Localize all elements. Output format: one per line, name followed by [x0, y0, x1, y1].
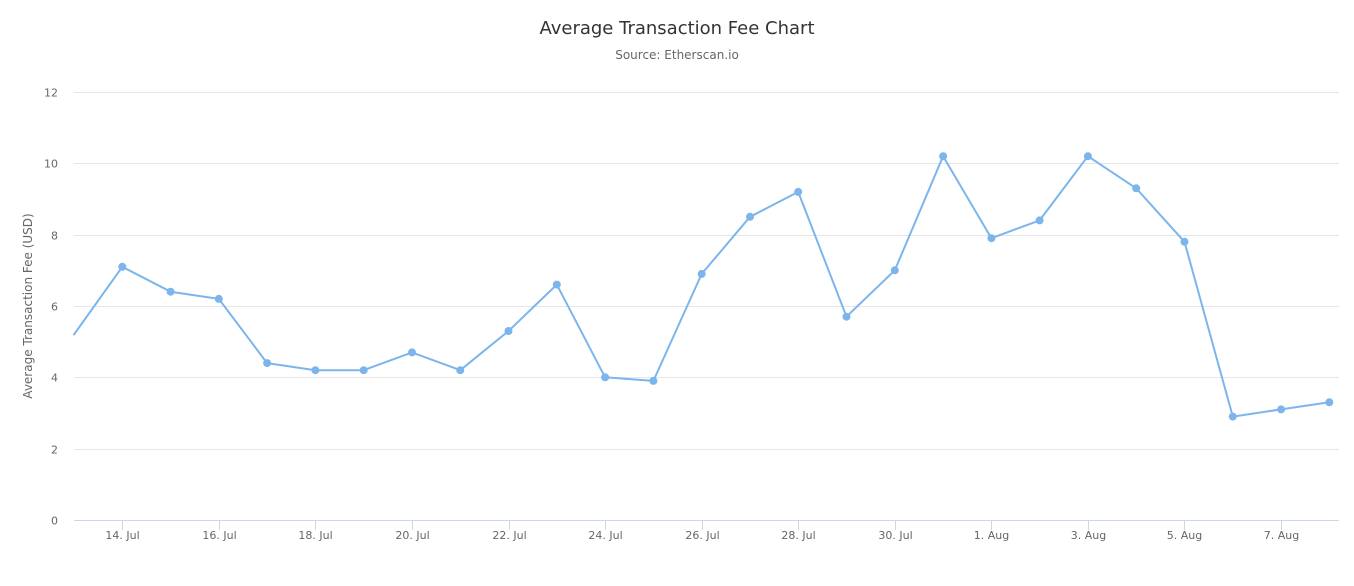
data-point[interactable] — [552, 280, 561, 289]
data-point[interactable] — [1132, 184, 1141, 193]
y-tick-label: 2 — [51, 444, 58, 457]
data-point[interactable] — [311, 366, 320, 375]
x-tick-label: 5. Aug — [1167, 529, 1202, 542]
data-point[interactable] — [263, 359, 272, 368]
axes: 0 2 4 6 8 10 12 14. Jul 16. Jul 18. Jul 20. Jul 22.… — [44, 87, 1339, 542]
data-point[interactable] — [504, 327, 513, 335]
y-tick-label: 10 — [44, 158, 58, 171]
chart-title: Average Transaction Fee Chart — [539, 18, 814, 39]
data-point[interactable] — [214, 294, 223, 303]
x-tick-label: 28. Jul — [781, 529, 815, 542]
x-tick-label: 20. Jul — [395, 529, 429, 542]
x-tick-label: 24. Jul — [588, 529, 622, 542]
data-point[interactable] — [794, 187, 803, 196]
data-point[interactable] — [697, 269, 706, 278]
data-point[interactable] — [601, 373, 610, 382]
x-tick-label: 22. Jul — [492, 529, 526, 542]
data-point[interactable] — [649, 376, 658, 385]
x-tick-label: 30. Jul — [878, 529, 912, 542]
data-point[interactable] — [939, 152, 948, 161]
x-tick-label: 3. Aug — [1071, 529, 1106, 542]
gridlines — [74, 92, 1339, 450]
data-point[interactable] — [1180, 237, 1189, 246]
x-tick-label: 18. Jul — [298, 529, 332, 542]
y-tick-label: 0 — [51, 515, 58, 528]
y-tick-label: 6 — [51, 301, 58, 314]
data-point[interactable] — [166, 287, 175, 296]
y-tick-label: 12 — [44, 87, 58, 100]
data-point[interactable] — [359, 366, 368, 375]
data-point[interactable] — [118, 262, 127, 271]
data-point[interactable] — [1325, 398, 1334, 407]
data-point[interactable] — [408, 348, 416, 357]
y-axis-title: Average Transaction Fee (USD) — [21, 213, 35, 398]
data-point[interactable] — [1228, 412, 1237, 421]
y-tick-label: 4 — [51, 372, 58, 385]
data-point[interactable] — [1035, 216, 1044, 225]
y-tick-label: 8 — [51, 230, 58, 243]
data-point[interactable] — [890, 266, 899, 275]
data-point[interactable] — [842, 312, 851, 321]
data-point[interactable] — [746, 212, 754, 221]
x-tick-label: 1. Aug — [974, 529, 1009, 542]
x-tick-label: 7. Aug — [1264, 529, 1299, 542]
chart-subtitle: Source: Etherscan.io — [615, 48, 739, 62]
data-point[interactable] — [456, 366, 465, 375]
series — [73, 152, 1334, 421]
x-tick-label: 14. Jul — [105, 529, 139, 542]
data-point[interactable] — [1083, 152, 1092, 161]
x-tick-label: 26. Jul — [685, 529, 719, 542]
x-tick-label: 16. Jul — [202, 529, 236, 542]
data-point[interactable] — [1277, 405, 1286, 414]
data-point[interactable] — [987, 234, 996, 243]
